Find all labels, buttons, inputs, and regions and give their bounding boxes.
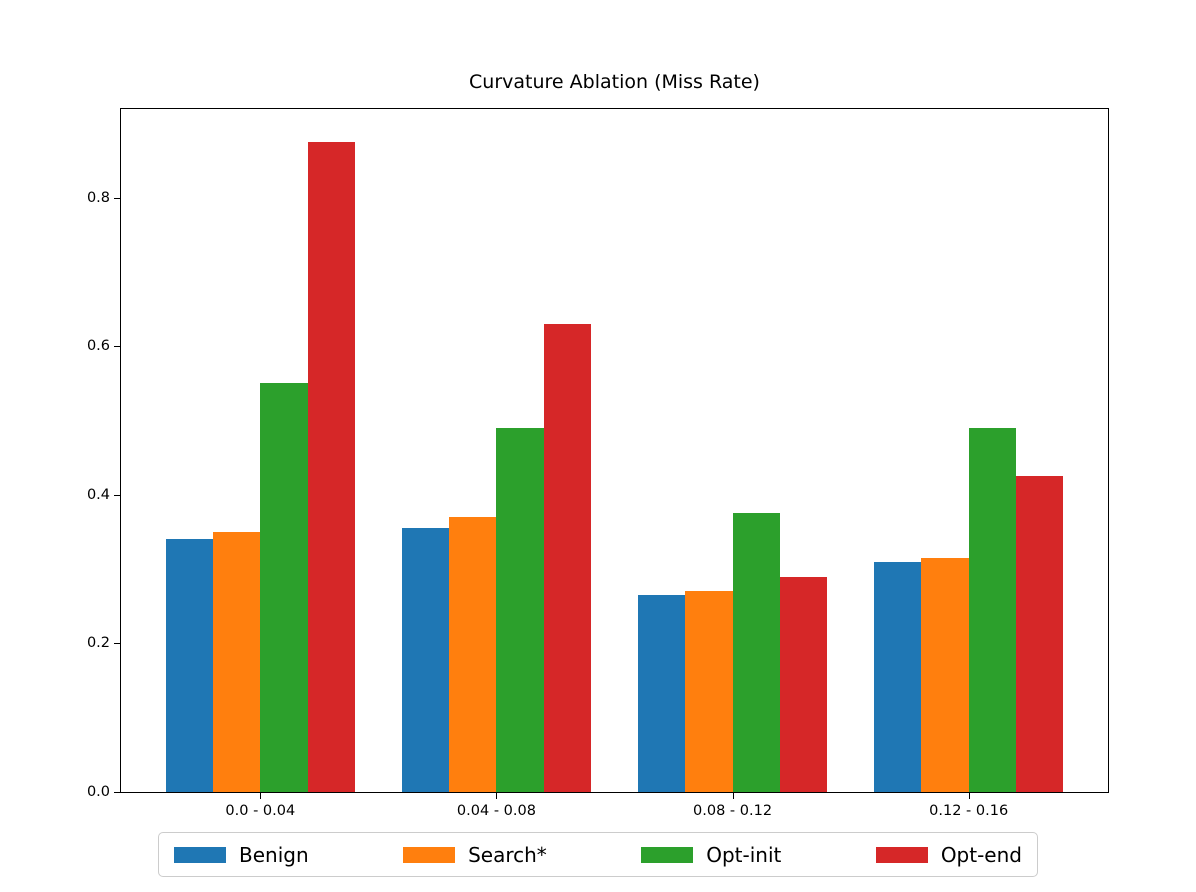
y-axis-tick-label: 0.6 bbox=[86, 338, 110, 355]
legend-swatch-benign bbox=[174, 846, 226, 863]
x-axis-tick bbox=[496, 793, 498, 799]
bar-opt-init-group3 bbox=[732, 513, 780, 792]
legend: Benign Search* Opt-init Opt-end bbox=[158, 832, 1038, 877]
legend-item-opt-end: Opt-end bbox=[875, 842, 1022, 867]
legend-swatch-opt-init bbox=[641, 846, 694, 863]
bar-search-group3 bbox=[685, 591, 733, 792]
y-axis-tick bbox=[114, 197, 120, 199]
y-axis-tick bbox=[114, 346, 120, 348]
x-axis-tick-label: 0.0 - 0.04 bbox=[225, 803, 296, 819]
bar-opt-init-group1 bbox=[260, 383, 308, 792]
legend-label-benign: Benign bbox=[239, 842, 309, 867]
x-axis-tick-label: 0.12 - 0.16 bbox=[929, 803, 1009, 819]
bar-opt-init-group2 bbox=[496, 428, 544, 792]
legend-label-opt-end: Opt-end bbox=[940, 842, 1022, 867]
legend-swatch-opt-end bbox=[875, 846, 928, 863]
y-axis-tick-label: 0.4 bbox=[86, 486, 110, 503]
bar-benign-group2 bbox=[401, 528, 450, 792]
bar-benign-group3 bbox=[638, 595, 686, 792]
legend-item-benign: Benign bbox=[174, 843, 309, 867]
bar-benign-group1 bbox=[165, 539, 214, 792]
x-axis-tick bbox=[968, 793, 970, 799]
bar-opt-init-group4 bbox=[968, 428, 1016, 792]
bar-opt-end-group2 bbox=[543, 324, 591, 792]
bar-search-group2 bbox=[449, 517, 497, 792]
x-axis-tick-label: 0.08 - 0.12 bbox=[693, 803, 773, 819]
y-axis-tick-label: 0.2 bbox=[86, 635, 110, 652]
y-axis-tick-label: 0.0 bbox=[86, 784, 110, 800]
legend-item-search: Search* bbox=[403, 843, 547, 867]
legend-label-search: Search* bbox=[468, 842, 547, 867]
bar-search-group4 bbox=[921, 558, 969, 792]
bar-opt-end-group3 bbox=[779, 576, 827, 792]
x-axis-tick bbox=[732, 793, 734, 799]
bar-search-group1 bbox=[213, 532, 261, 792]
y-axis-tick bbox=[114, 494, 120, 496]
x-axis-tick-label: 0.04 - 0.08 bbox=[456, 803, 536, 819]
bar-opt-end-group4 bbox=[1015, 476, 1064, 792]
chart-title: Curvature Ablation (Miss Rate) bbox=[469, 71, 760, 93]
plot-area: 0.0 0.2 0.4 0.6 0.8 0.0 - 0.04 0.04 - 0.08 0.08… bbox=[87, 108, 1109, 819]
legend-label-opt-init: Opt-init bbox=[706, 842, 782, 867]
legend-swatch-search bbox=[403, 846, 456, 863]
legend-item-opt-init: Opt-init bbox=[641, 843, 781, 867]
bar-benign-group4 bbox=[874, 561, 922, 792]
bar-opt-end-group1 bbox=[307, 142, 355, 792]
y-axis-tick bbox=[114, 792, 120, 793]
x-axis-tick bbox=[260, 793, 262, 799]
y-axis-tick bbox=[114, 643, 120, 645]
y-axis-tick-label: 0.8 bbox=[86, 189, 110, 206]
